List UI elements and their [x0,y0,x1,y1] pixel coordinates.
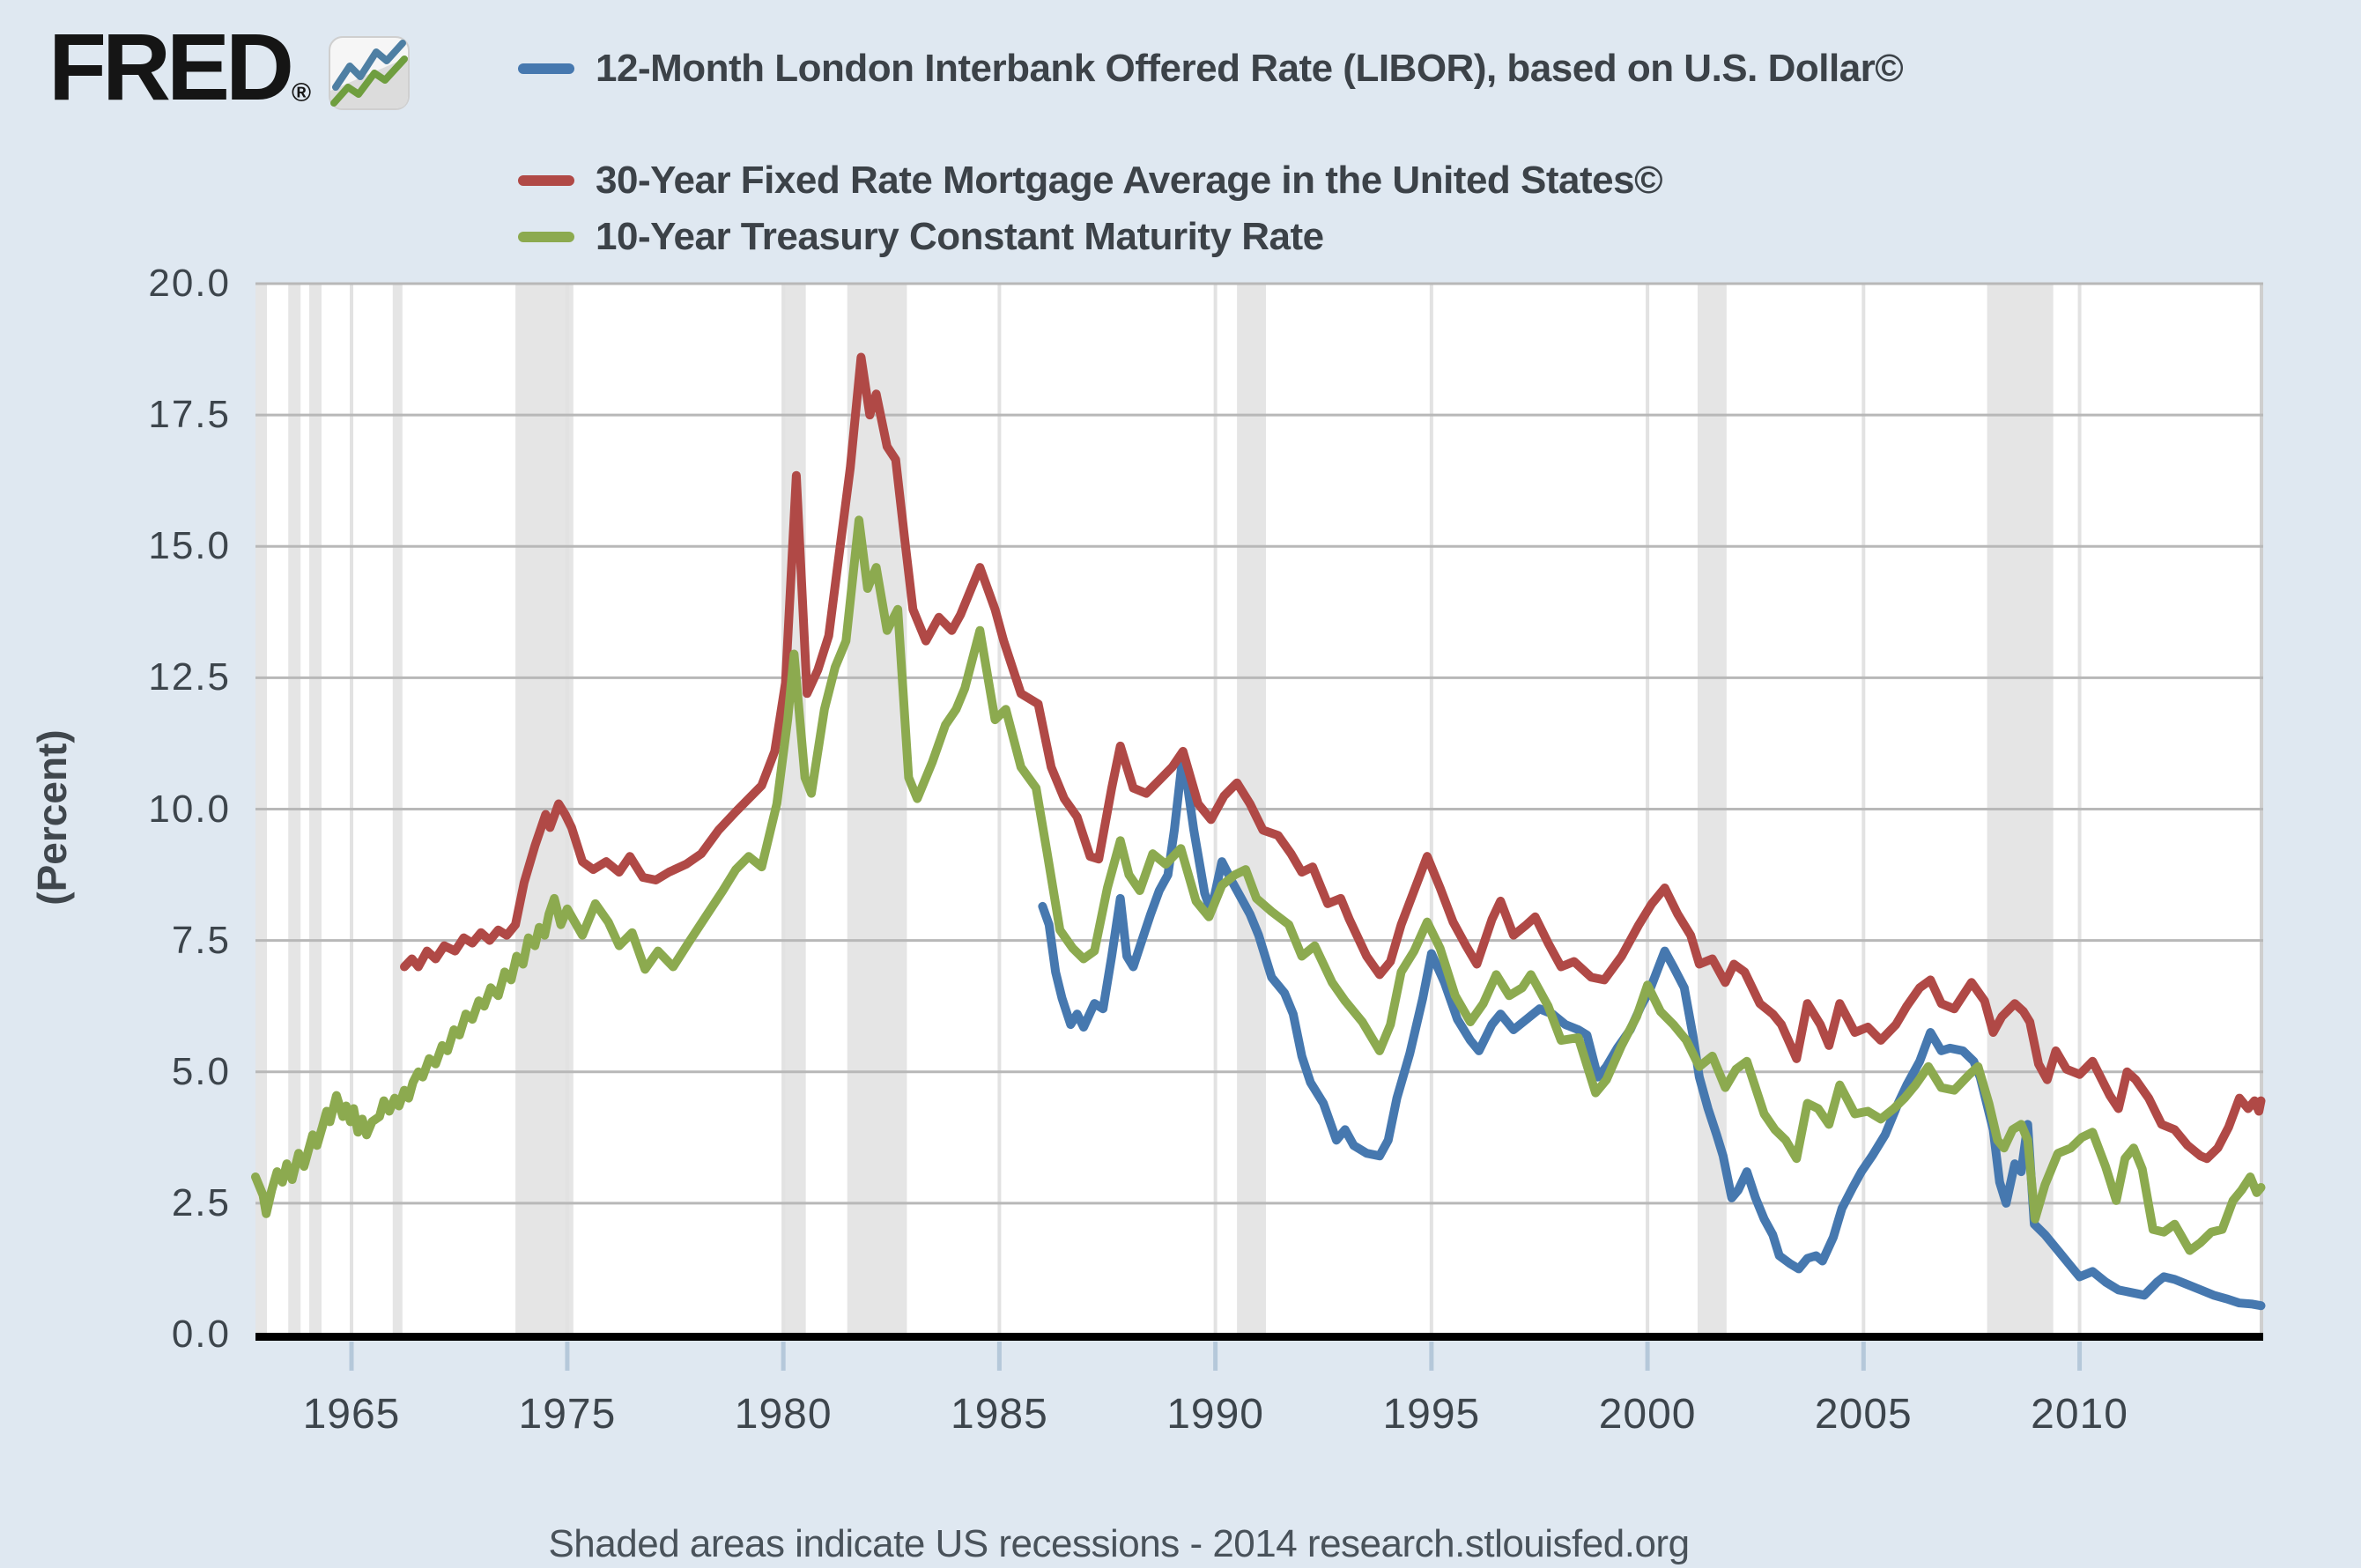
legend-label: 10-Year Treasury Constant Maturity Rate [596,215,1324,258]
horizontal-gridline [255,808,2263,810]
x-axis-label: 1995 [1382,1391,1481,1438]
x-axis-label: 2010 [2031,1391,2128,1438]
logo-blue-line [332,40,407,92]
y-axis-label: 2.5 [171,1180,231,1224]
x-tick-mark [1645,1342,1650,1371]
x-tick-mark [1429,1342,1434,1371]
fred-logo-text: FRED [48,13,294,120]
y-axis-label: 10.0 [148,787,231,831]
x-axis-label: 1975 [518,1391,617,1438]
y-axis-label: 5.0 [171,1049,231,1093]
horizontal-gridline [255,1070,2263,1074]
y-axis-label: 20.0 [148,262,231,305]
horizontal-gridline [255,282,2263,285]
x-axis-label: 2005 [1814,1391,1913,1438]
x-axis-label: 1990 [1166,1391,1264,1438]
horizontal-gridline [255,413,2263,417]
series-treasury-10y [251,515,2266,1255]
x-axis-label: 1985 [951,1391,1048,1438]
registered-trademark-icon: ® [292,78,312,108]
x-axis-label: 1980 [734,1391,833,1438]
fred-logo-chart-icon [329,36,411,111]
y-axis-label: 7.5 [171,918,231,962]
x-axis-label: 2000 [1598,1391,1697,1438]
x-tick-mark [2077,1342,2083,1371]
fred-logo: FRED ® [48,13,411,120]
y-axis-label: 0.0 [171,1313,231,1356]
horizontal-gridline [255,544,2263,548]
horizontal-gridline [255,676,2263,679]
footer-note: Shaded areas indicate US recessions - 20… [548,1522,1690,1565]
x-axis-line [255,1333,2263,1341]
horizontal-gridline [255,1202,2263,1205]
legend-item-mortgage: 30-Year Fixed Rate Mortgage Average in t… [518,156,1663,205]
y-axis-label: 15.0 [148,524,231,568]
x-axis-label: 1965 [302,1391,401,1438]
x-tick-mark [1861,1342,1866,1371]
legend-line-swatch-blue [518,63,574,74]
legend-line-swatch-green [518,232,574,242]
logo-green-line [330,55,409,107]
legend-item-treasury: 10-Year Treasury Constant Maturity Rate [518,212,1324,262]
legend-line-swatch-red [518,175,574,186]
legend-label: 12-Month London Interbank Offered Rate (… [596,47,1904,90]
y-axis-label: 17.5 [148,393,231,437]
x-tick-mark [565,1342,570,1371]
legend-item-libor: 12-Month London Interbank Offered Rate (… [518,44,1904,93]
legend-label: 30-Year Fixed Rate Mortgage Average in t… [596,159,1663,202]
x-tick-mark [349,1342,354,1371]
series-mortgage-30y [400,352,2266,1164]
x-tick-mark [781,1342,786,1371]
x-tick-mark [996,1342,1002,1371]
x-tick-mark [1213,1342,1218,1371]
y-axis-label: 12.5 [148,655,231,699]
